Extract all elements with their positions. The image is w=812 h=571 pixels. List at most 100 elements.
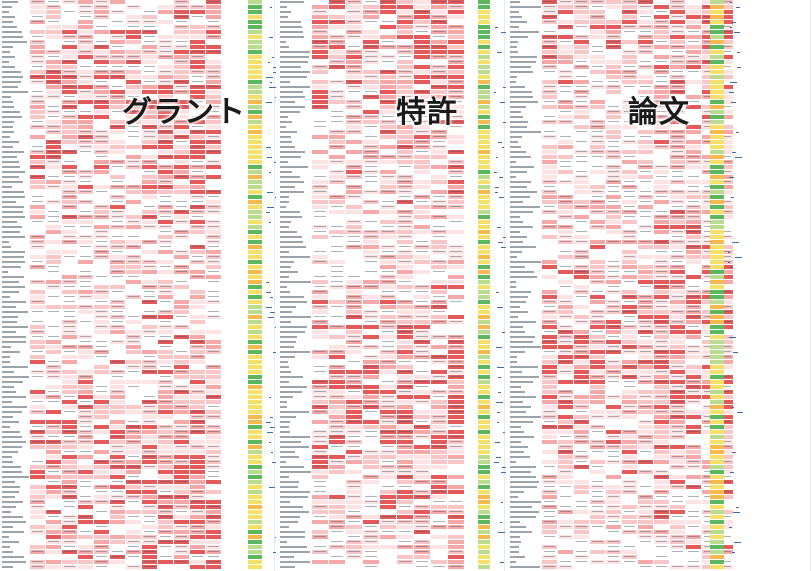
cell-number [365,166,377,167]
heat-cell [78,495,93,499]
heat-cell [62,295,77,299]
row-label [280,76,307,78]
heat-cell [78,340,93,344]
cell-number [32,431,43,432]
cell-number [128,556,139,557]
heat-cell [158,35,173,39]
status-cell [478,235,490,239]
heat-cell [206,235,221,239]
heat-cell [558,100,573,104]
row-label [2,126,13,128]
heat-cell [414,505,430,509]
heat-cell [431,315,447,319]
cell-number [365,431,377,432]
cell-number [331,226,343,227]
row-label [2,501,23,503]
heat-cell [46,105,61,109]
cell-number [624,181,635,182]
heat-cell [46,230,61,234]
cell-number [32,236,43,237]
heat-cell [414,230,430,234]
heat-cell [174,375,189,379]
heat-cell [670,230,685,234]
heat-cell [448,445,464,449]
cell-number [416,526,428,527]
heat-cell [190,245,205,249]
heat-cell [78,230,93,234]
cell-number [365,451,377,452]
heat-cell [431,560,447,564]
heat-cell [590,120,605,124]
heat-cell [686,70,701,74]
heat-cell [206,265,221,269]
heat-cell [363,0,379,4]
cell-number [576,171,587,172]
heat-cell [638,165,653,169]
cell-number [331,251,343,252]
heat-cell [78,20,93,24]
heat-cell [431,110,447,114]
heat-cell [142,505,157,509]
heat-cell [397,515,413,519]
heat-cell [622,215,637,219]
heat-cell [30,320,45,324]
heat-cell [174,420,189,424]
cell-number [176,391,187,392]
row-label [280,166,308,168]
heat-cell [312,50,328,54]
status-cell [248,315,262,319]
cell-number [672,101,683,102]
heat-cell [312,105,328,109]
cell-number [128,496,139,497]
heat-cell [606,35,621,39]
cell-number [192,51,203,52]
cell-number [32,551,43,552]
heat-cell [158,215,173,219]
cell-number [399,466,411,467]
heat-cell [158,520,173,524]
heat-cell [380,35,396,39]
link-mark [273,67,276,68]
heat-cell [110,445,125,449]
link-mark [503,237,506,238]
heat-cell [30,560,45,564]
heat-cell [126,115,141,119]
cell-number [192,556,203,557]
cell-number [450,171,462,172]
cell-number [640,96,651,97]
cell-number [48,56,59,57]
heat-cell [174,565,189,569]
heat-cell [62,460,77,464]
heat-cell [542,205,557,209]
heat-cell [590,225,605,229]
cell-number [64,286,75,287]
cell-number [331,66,343,67]
heat-cell [622,200,637,204]
cell-number [192,431,203,432]
heat-cell [158,50,173,54]
row-label [280,451,295,453]
cell-number [399,506,411,507]
cell-number [48,376,59,377]
cell-number [208,106,219,107]
cell-number [160,51,171,52]
heat-cell [414,395,430,399]
heat-cell [329,165,345,169]
row-label [2,156,17,158]
cell-number [560,251,571,252]
heat-cell [110,545,125,549]
cell-number [314,551,326,552]
heat-cell [174,225,189,229]
cell-number [544,31,555,32]
heat-cell [158,145,173,149]
heat-cell [110,320,125,324]
heat-cell [380,490,396,494]
status-cell [478,440,490,444]
cell-number [64,311,75,312]
heat-cell [414,215,430,219]
cell-number [640,136,651,137]
heat-cell [431,260,447,264]
heat-cell [448,325,464,329]
heat-cell [46,125,61,129]
heat-cell [312,345,328,349]
